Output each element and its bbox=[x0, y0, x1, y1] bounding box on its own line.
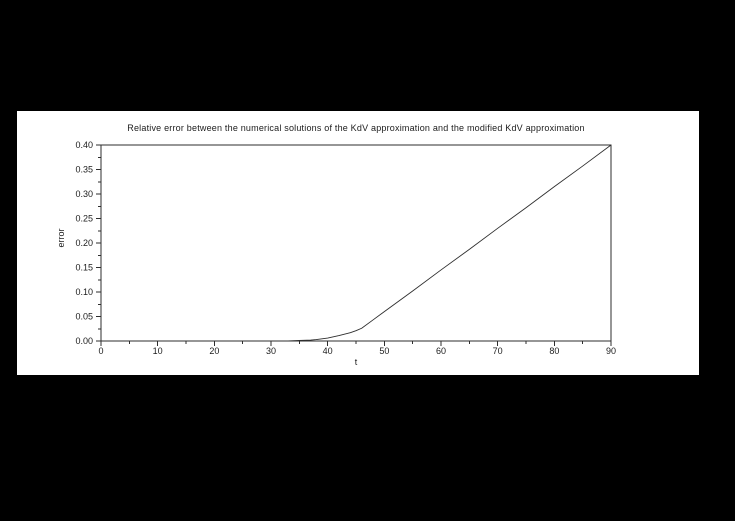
y-tick-label: 0.25 bbox=[75, 214, 93, 224]
x-tick-label: 0 bbox=[98, 346, 103, 356]
x-tick-label: 20 bbox=[209, 346, 219, 356]
y-tick-label: 0.05 bbox=[75, 312, 93, 322]
y-tick-label: 0.40 bbox=[75, 140, 93, 150]
y-tick-label: 0.15 bbox=[75, 263, 93, 273]
x-tick-label: 90 bbox=[606, 346, 616, 356]
y-tick-label: 0.20 bbox=[75, 238, 93, 248]
y-tick-label: 0.00 bbox=[75, 336, 93, 346]
x-tick-label: 70 bbox=[493, 346, 503, 356]
y-tick-label: 0.35 bbox=[75, 165, 93, 175]
x-tick-label: 10 bbox=[153, 346, 163, 356]
x-tick-label: 40 bbox=[323, 346, 333, 356]
chart-plot-area: 0 10 20 30 40 50 60 70 80 90 0.00 0.05 0.10 0.15 0.20 0… bbox=[75, 140, 616, 356]
x-axis-label: t bbox=[354, 357, 358, 367]
x-tick-label: 80 bbox=[549, 346, 559, 356]
x-tick-label: 30 bbox=[266, 346, 276, 356]
chart-title: Relative error between the numerical sol… bbox=[127, 123, 585, 133]
x-tick-label: 50 bbox=[379, 346, 389, 356]
figure-panel: Relative error between the numerical sol… bbox=[17, 111, 699, 375]
plot-frame bbox=[100, 144, 612, 342]
error-curve bbox=[100, 144, 612, 342]
y-tick-label: 0.10 bbox=[75, 287, 93, 297]
y-tick-label: 0.30 bbox=[75, 189, 93, 199]
x-tick-label: 60 bbox=[436, 346, 446, 356]
